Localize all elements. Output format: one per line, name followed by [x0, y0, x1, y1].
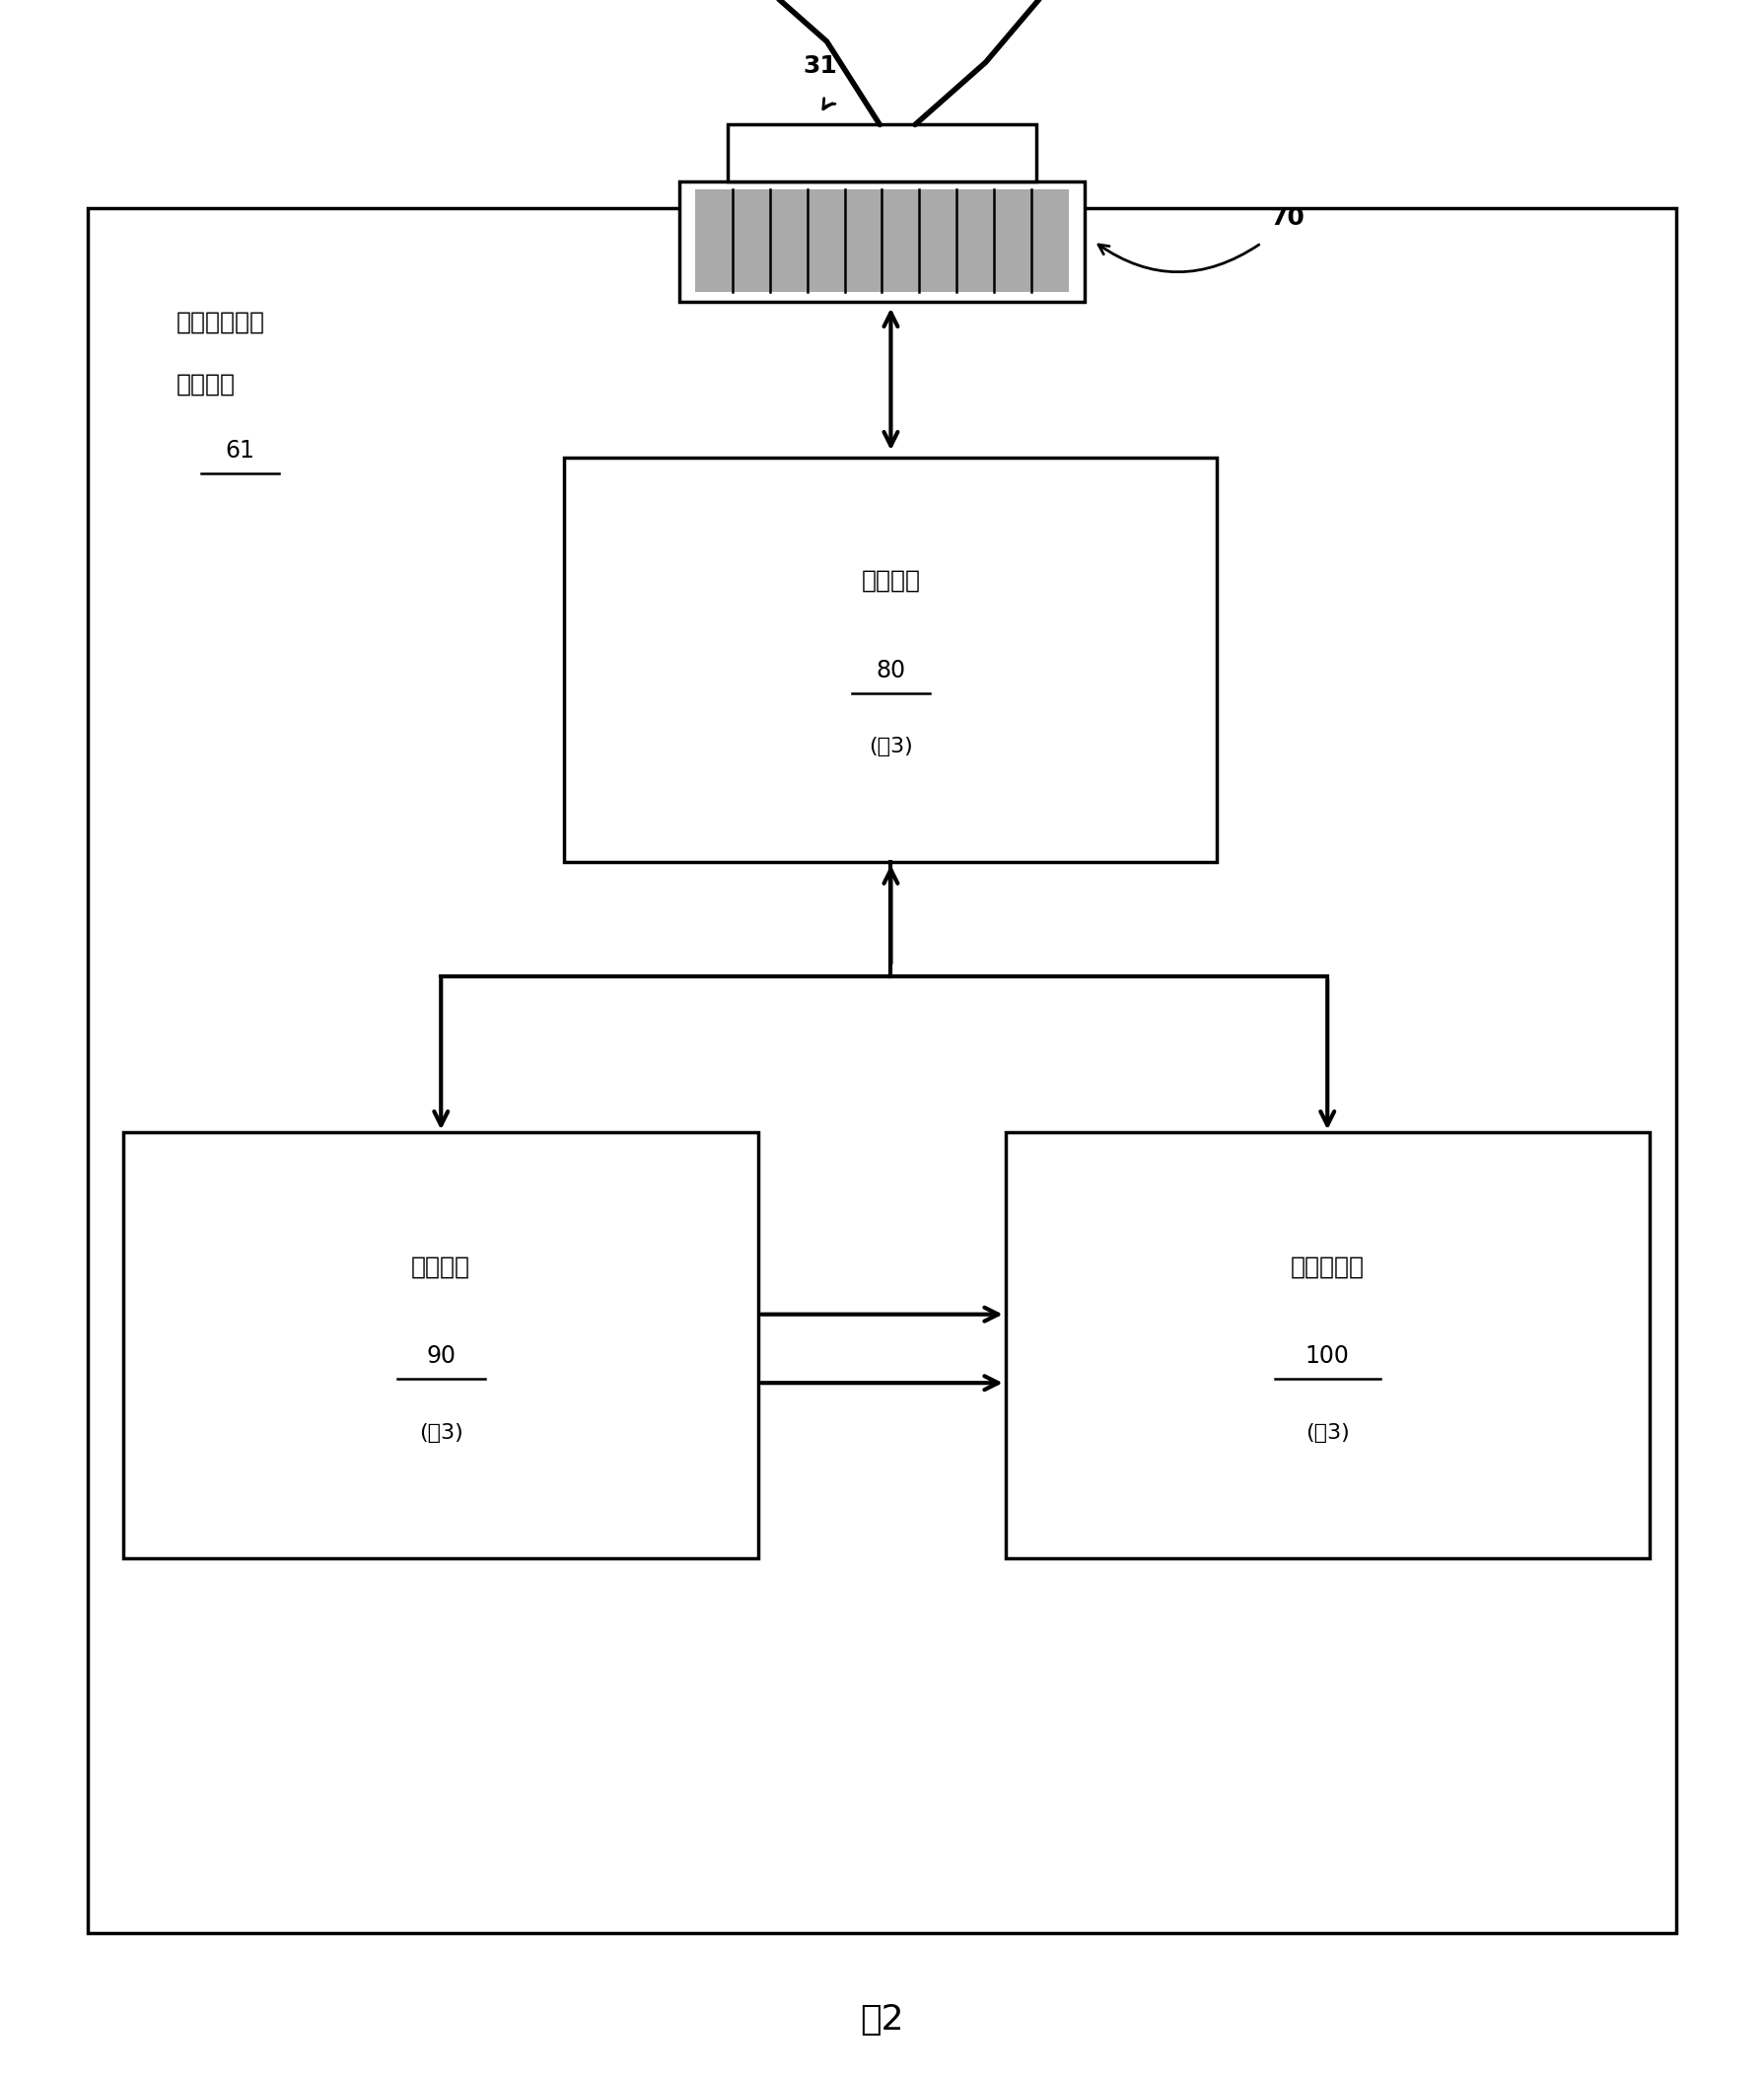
Text: 收发器模块: 收发器模块: [1291, 1255, 1364, 1278]
Text: (图3): (图3): [868, 738, 914, 756]
Text: 31: 31: [803, 54, 838, 79]
Bar: [88, 208, 1676, 1933]
Bar: [1005, 1133, 1649, 1558]
Text: 70: 70: [1270, 206, 1304, 231]
Text: 控制模块: 控制模块: [411, 1255, 471, 1278]
Text: 通信接口: 通信接口: [861, 569, 921, 592]
Text: 80: 80: [877, 659, 905, 682]
Text: 100: 100: [1305, 1344, 1349, 1367]
Text: 90: 90: [427, 1344, 455, 1367]
Text: (图3): (图3): [1305, 1423, 1349, 1442]
Bar: [695, 189, 1069, 291]
Text: (图3): (图3): [418, 1423, 464, 1442]
Text: 外来串扰测试: 外来串扰测试: [176, 310, 265, 335]
Bar: [123, 1133, 759, 1558]
Text: 图2: 图2: [861, 2003, 903, 2036]
Text: 信号单元: 信号单元: [176, 372, 236, 397]
Bar: [679, 181, 1085, 301]
Bar: [729, 125, 1035, 181]
Bar: [564, 457, 1217, 862]
Text: 61: 61: [226, 438, 254, 463]
